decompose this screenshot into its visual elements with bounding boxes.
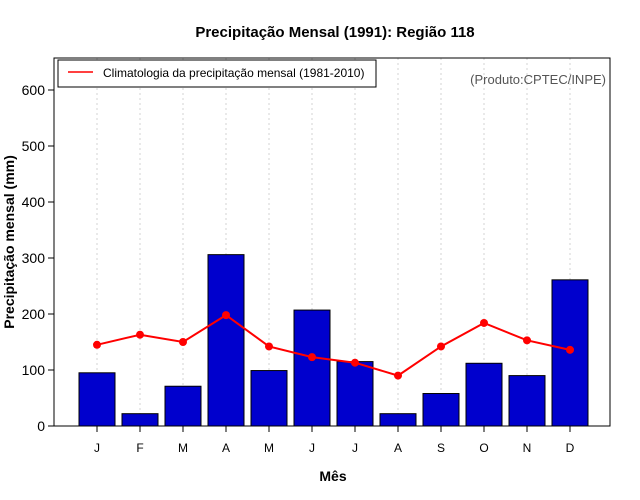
climatology-point-1 — [93, 340, 101, 349]
x-tick-label: A — [394, 441, 402, 455]
y-tick-label: 0 — [37, 418, 45, 434]
plot-frame — [53, 57, 611, 427]
legend: Climatologia da precipitação mensal (198… — [57, 59, 377, 88]
bar-11 — [508, 375, 546, 427]
x-tick-label: M — [264, 441, 274, 455]
y-axis: 0 100 200 300 400 500 600 — [22, 82, 54, 434]
y-axis-label: Precipitação mensal (mm) — [1, 155, 17, 329]
climatology-point-3 — [179, 338, 187, 346]
y-tick-label: 500 — [22, 138, 46, 154]
climatology-point-8 — [394, 371, 402, 380]
climatology-point-7 — [351, 358, 359, 367]
climatology-point-12 — [566, 345, 574, 354]
y-tick-label: 600 — [22, 82, 46, 98]
climatology-point-5 — [265, 342, 273, 351]
bar-3 — [164, 385, 202, 427]
x-tick-label: M — [178, 441, 188, 455]
x-tick-label: S — [437, 441, 445, 455]
y-tick-label: 400 — [22, 194, 46, 210]
climatology-point-4 — [222, 311, 230, 320]
x-tick-label: J — [309, 441, 315, 455]
x-tick-label: D — [566, 441, 575, 455]
x-tick-label: J — [352, 441, 358, 455]
bar-series — [78, 254, 589, 427]
climatology-point-11 — [523, 336, 531, 345]
x-tick-label: F — [136, 441, 143, 455]
legend-label: Climatologia da precipitação mensal (198… — [103, 66, 364, 80]
bar-1 — [78, 372, 116, 427]
chart-title: Precipitação Mensal (1991): Região 118 — [195, 24, 474, 41]
climatology-point-2 — [136, 330, 144, 339]
credit-annotation: (Produto:CPTEC/INPE) — [470, 72, 606, 87]
bar-2 — [121, 413, 159, 427]
y-tick-label: 300 — [22, 250, 46, 266]
bar-7 — [336, 361, 374, 427]
climatology-point-6 — [308, 353, 316, 362]
x-tick-label: N — [523, 441, 532, 455]
legend-box — [57, 59, 377, 88]
climatology-point-10 — [480, 318, 488, 327]
bar-4 — [207, 254, 245, 427]
x-tick-label: A — [222, 441, 230, 455]
bar-10 — [465, 362, 503, 427]
climatology-point-9 — [437, 342, 445, 351]
bar-9 — [422, 393, 460, 427]
y-tick-label: 200 — [22, 306, 46, 322]
x-axis-label: Mês — [319, 468, 346, 484]
bar-8 — [379, 413, 417, 427]
climatology-series — [93, 311, 574, 380]
x-tick-label: O — [479, 441, 488, 455]
climatology-line — [96, 313, 571, 377]
y-tick-label: 100 — [22, 362, 46, 378]
bar-6 — [293, 309, 331, 427]
x-tick-label: J — [94, 441, 100, 455]
bar-5 — [250, 370, 288, 427]
